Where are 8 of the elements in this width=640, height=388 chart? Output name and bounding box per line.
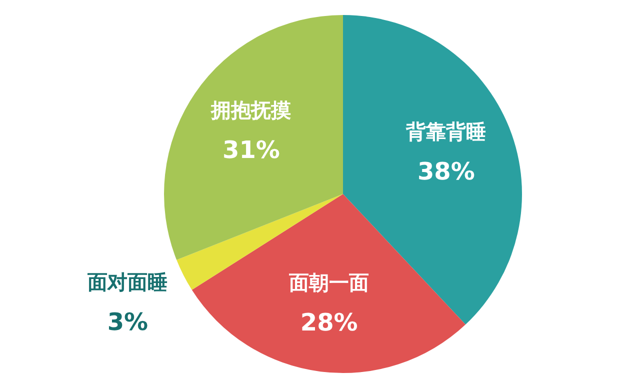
slice-label: 拥抱抚摸 [210, 98, 292, 122]
data-label: 31% [222, 136, 280, 164]
slice-label: 背靠背睡 [405, 119, 486, 144]
slice-label: 面对面睡 [86, 270, 168, 294]
data-label: 3% [107, 308, 148, 336]
data-label: 38% [417, 157, 475, 186]
data-label: 28% [300, 308, 358, 336]
slice-label: 面朝一面 [288, 270, 370, 294]
